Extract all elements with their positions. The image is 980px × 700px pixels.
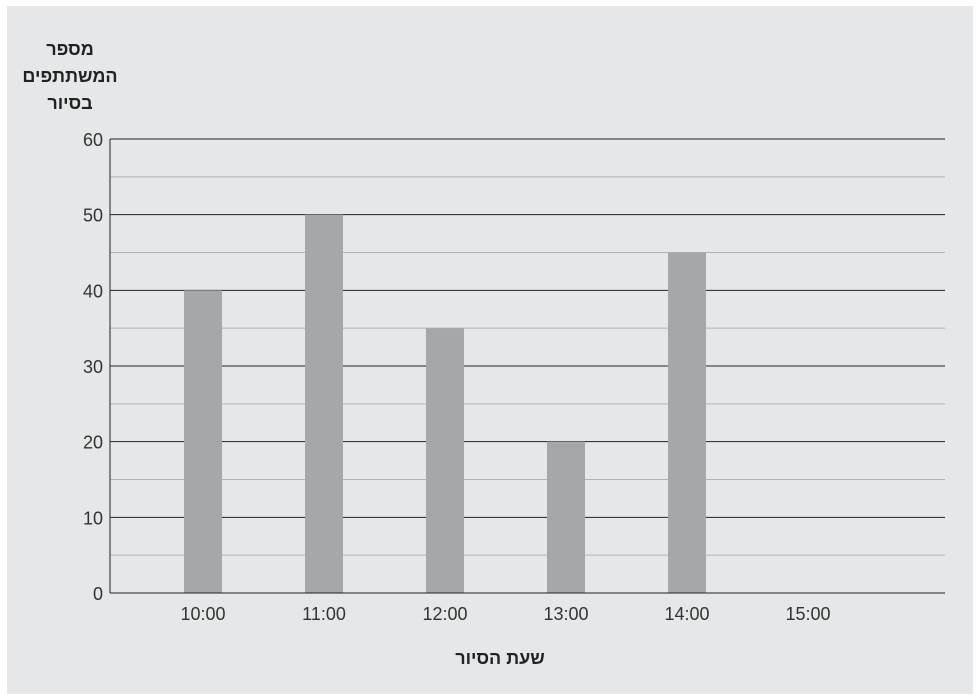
x-tick-label: 14:00 xyxy=(664,604,709,624)
bar-1300 xyxy=(547,441,585,593)
bar-1400 xyxy=(668,252,706,593)
y-tick-label: 60 xyxy=(83,130,103,150)
y-tick-label: 20 xyxy=(83,433,103,453)
bars xyxy=(184,214,706,593)
y-tick-label: 40 xyxy=(83,281,103,301)
bar-1200 xyxy=(426,328,464,593)
x-axis-label: שעת הסיור xyxy=(455,648,545,668)
x-tick-label: 10:00 xyxy=(180,604,225,624)
x-tick-label: 12:00 xyxy=(422,604,467,624)
y-tick-label: 50 xyxy=(83,206,103,226)
x-tick-labels: 10:00 11:00 12:00 13:00 14:00 15:00 xyxy=(180,604,830,624)
y-tick-labels: 0 10 20 30 40 50 60 xyxy=(83,130,103,604)
x-tick-label: 13:00 xyxy=(543,604,588,624)
bar-1000 xyxy=(184,290,222,593)
chart-panel xyxy=(7,6,973,694)
y-tick-label: 0 xyxy=(93,584,103,604)
grid-lines xyxy=(110,138,945,556)
y-axis-label: מספר המשתתפים בסיור xyxy=(22,39,118,113)
x-tick-label: 11:00 xyxy=(302,604,346,624)
bar-1100 xyxy=(305,214,343,593)
y-tick-label: 30 xyxy=(83,357,103,377)
y-tick-label: 10 xyxy=(83,508,103,528)
axes xyxy=(109,139,945,594)
x-tick-label: 15:00 xyxy=(785,604,830,624)
